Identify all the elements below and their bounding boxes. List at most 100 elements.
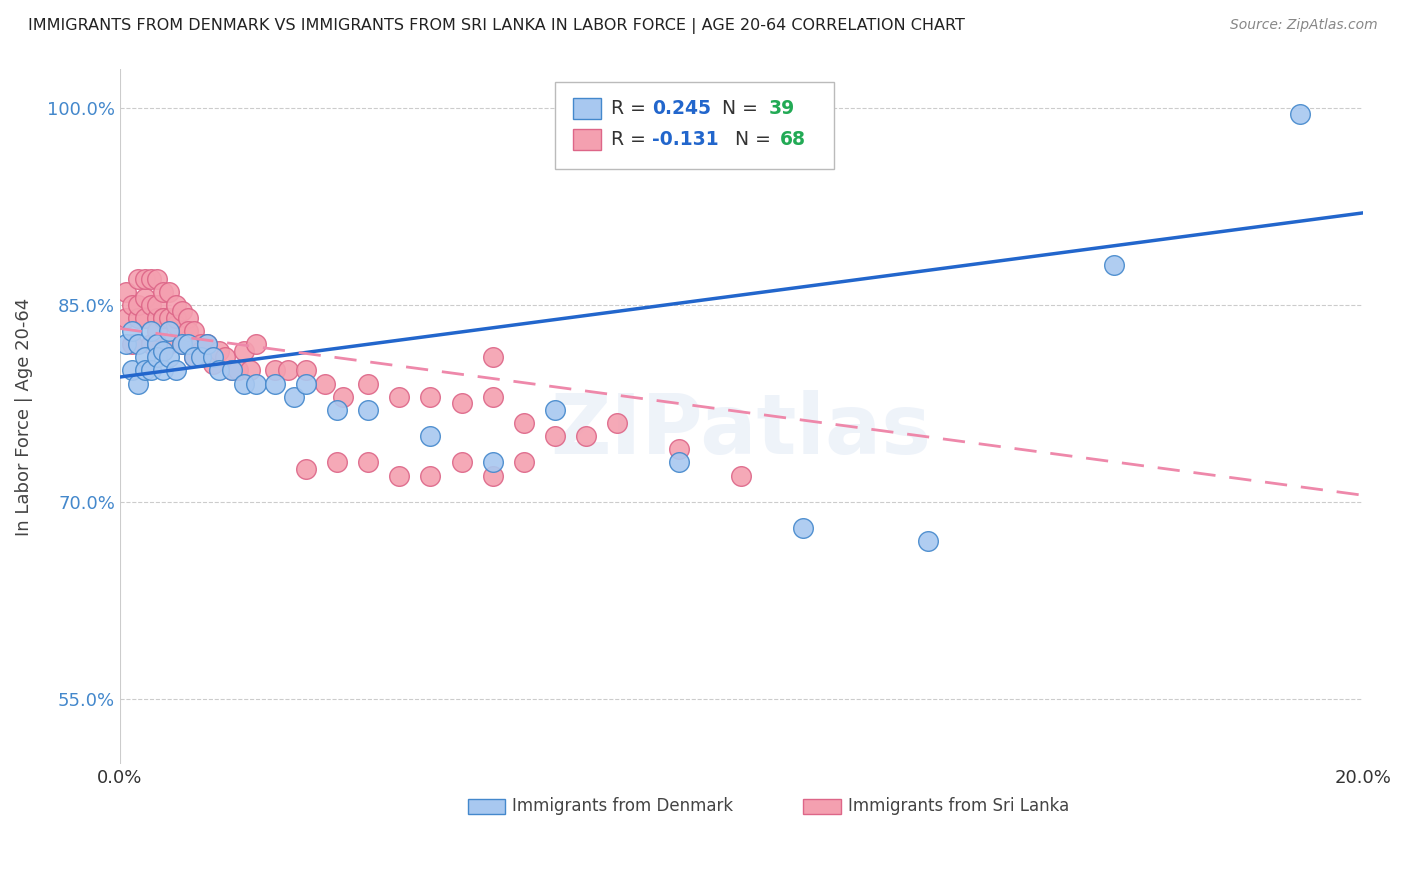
Point (139, 324, 162, 338)
Point (177, 337, 200, 351)
Point (239, 363, 262, 377)
Point (152, 310, 174, 325)
Point (159, 337, 181, 351)
Point (1102, 259, 1125, 273)
Point (357, 455, 380, 469)
Point (233, 376, 256, 391)
Point (277, 363, 299, 377)
Point (121, 324, 143, 338)
Point (419, 429, 441, 443)
Point (170, 304, 193, 318)
Point (481, 390, 503, 404)
Point (146, 337, 169, 351)
Point (170, 337, 193, 351)
FancyBboxPatch shape (468, 799, 505, 814)
Point (730, 468, 752, 483)
Point (127, 298, 149, 312)
Point (388, 468, 411, 483)
Point (226, 363, 249, 377)
Point (146, 324, 169, 338)
Point (183, 324, 205, 338)
Point (388, 390, 411, 404)
Point (544, 402, 567, 417)
Point (201, 357, 224, 371)
Point (152, 310, 174, 325)
Point (283, 390, 305, 404)
Y-axis label: In Labor Force | Age 20-64: In Labor Force | Age 20-64 (15, 297, 32, 535)
Point (127, 271, 149, 285)
Point (139, 298, 162, 312)
Text: Immigrants from Sri Lanka: Immigrants from Sri Lanka (848, 797, 1070, 815)
Point (201, 351, 224, 365)
Point (152, 285, 174, 299)
Point (115, 310, 138, 325)
Point (165, 363, 187, 377)
Text: IMMIGRANTS FROM DENMARK VS IMMIGRANTS FROM SRI LANKA IN LABOR FORCE | AGE 20-64 : IMMIGRANTS FROM DENMARK VS IMMIGRANTS FR… (28, 18, 965, 34)
Point (295, 376, 318, 391)
Point (195, 337, 218, 351)
Point (121, 363, 143, 377)
Point (159, 285, 181, 299)
Point (792, 521, 814, 535)
Point (115, 285, 138, 299)
Point (221, 363, 243, 377)
Text: 39: 39 (769, 99, 794, 119)
Point (134, 363, 156, 377)
Point (208, 363, 231, 377)
Point (357, 376, 380, 391)
Point (139, 271, 162, 285)
Point (159, 310, 181, 325)
Point (165, 310, 187, 325)
Point (668, 455, 690, 469)
Point (1289, 107, 1312, 121)
Point (177, 310, 200, 325)
Text: Source: ZipAtlas.com: Source: ZipAtlas.com (1230, 18, 1378, 32)
Point (512, 455, 534, 469)
Point (481, 468, 503, 483)
Point (195, 337, 218, 351)
Point (134, 310, 156, 325)
Point (512, 416, 534, 430)
Point (357, 402, 380, 417)
Point (450, 396, 472, 410)
Text: 68: 68 (780, 130, 806, 149)
Point (146, 310, 169, 325)
Point (134, 291, 156, 305)
Text: 0.245: 0.245 (651, 99, 710, 119)
Point (134, 271, 156, 285)
Point (152, 363, 174, 377)
Point (264, 363, 287, 377)
Point (146, 271, 169, 285)
Point (177, 324, 200, 338)
Text: -0.131: -0.131 (651, 130, 718, 149)
Point (314, 376, 336, 391)
Text: Immigrants from Denmark: Immigrants from Denmark (512, 797, 734, 815)
Point (575, 429, 598, 443)
Point (139, 337, 162, 351)
Point (264, 376, 287, 391)
Point (917, 534, 939, 549)
Point (165, 298, 187, 312)
Point (481, 351, 503, 365)
Point (183, 351, 205, 365)
Point (127, 337, 149, 351)
Point (295, 363, 318, 377)
Point (332, 390, 354, 404)
Point (190, 351, 212, 365)
Point (159, 351, 181, 365)
FancyBboxPatch shape (574, 129, 600, 150)
Point (419, 468, 441, 483)
Point (221, 363, 243, 377)
Point (208, 343, 231, 358)
Point (450, 455, 472, 469)
Point (152, 343, 174, 358)
Text: N =: N = (723, 130, 776, 149)
Point (183, 351, 205, 365)
Point (481, 455, 503, 469)
Text: ZIPatlas: ZIPatlas (551, 390, 932, 471)
Point (127, 376, 149, 391)
Point (326, 455, 349, 469)
Point (544, 429, 567, 443)
Point (139, 363, 162, 377)
Point (165, 318, 187, 332)
